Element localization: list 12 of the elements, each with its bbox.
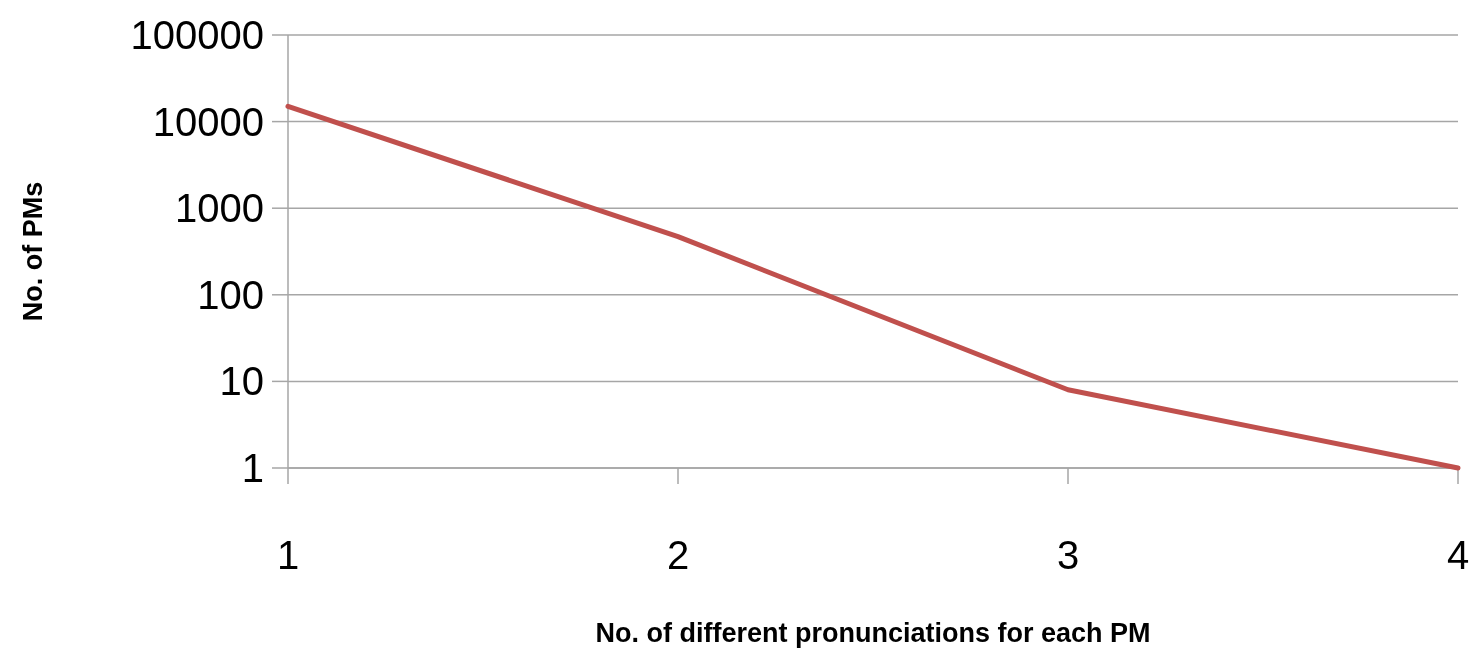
x-axis-title: No. of different pronunciations for each PM — [595, 618, 1151, 648]
y-tick-label: 100 — [197, 272, 264, 317]
y-tick-label: 1000 — [175, 186, 264, 231]
x-tick-label: 3 — [1056, 533, 1080, 577]
y-tick-label: 10000 — [152, 99, 264, 144]
x-tick-label: 2 — [666, 533, 690, 577]
x-tick-label: 1 — [276, 533, 300, 577]
y-tick-label: 100000 — [130, 13, 264, 57]
x-tick-label: 4 — [1446, 533, 1470, 577]
y-tick-label: 1 — [241, 446, 264, 490]
y-tick-label: 10 — [219, 359, 264, 404]
y-axis-title: No. of PMs — [18, 181, 48, 322]
